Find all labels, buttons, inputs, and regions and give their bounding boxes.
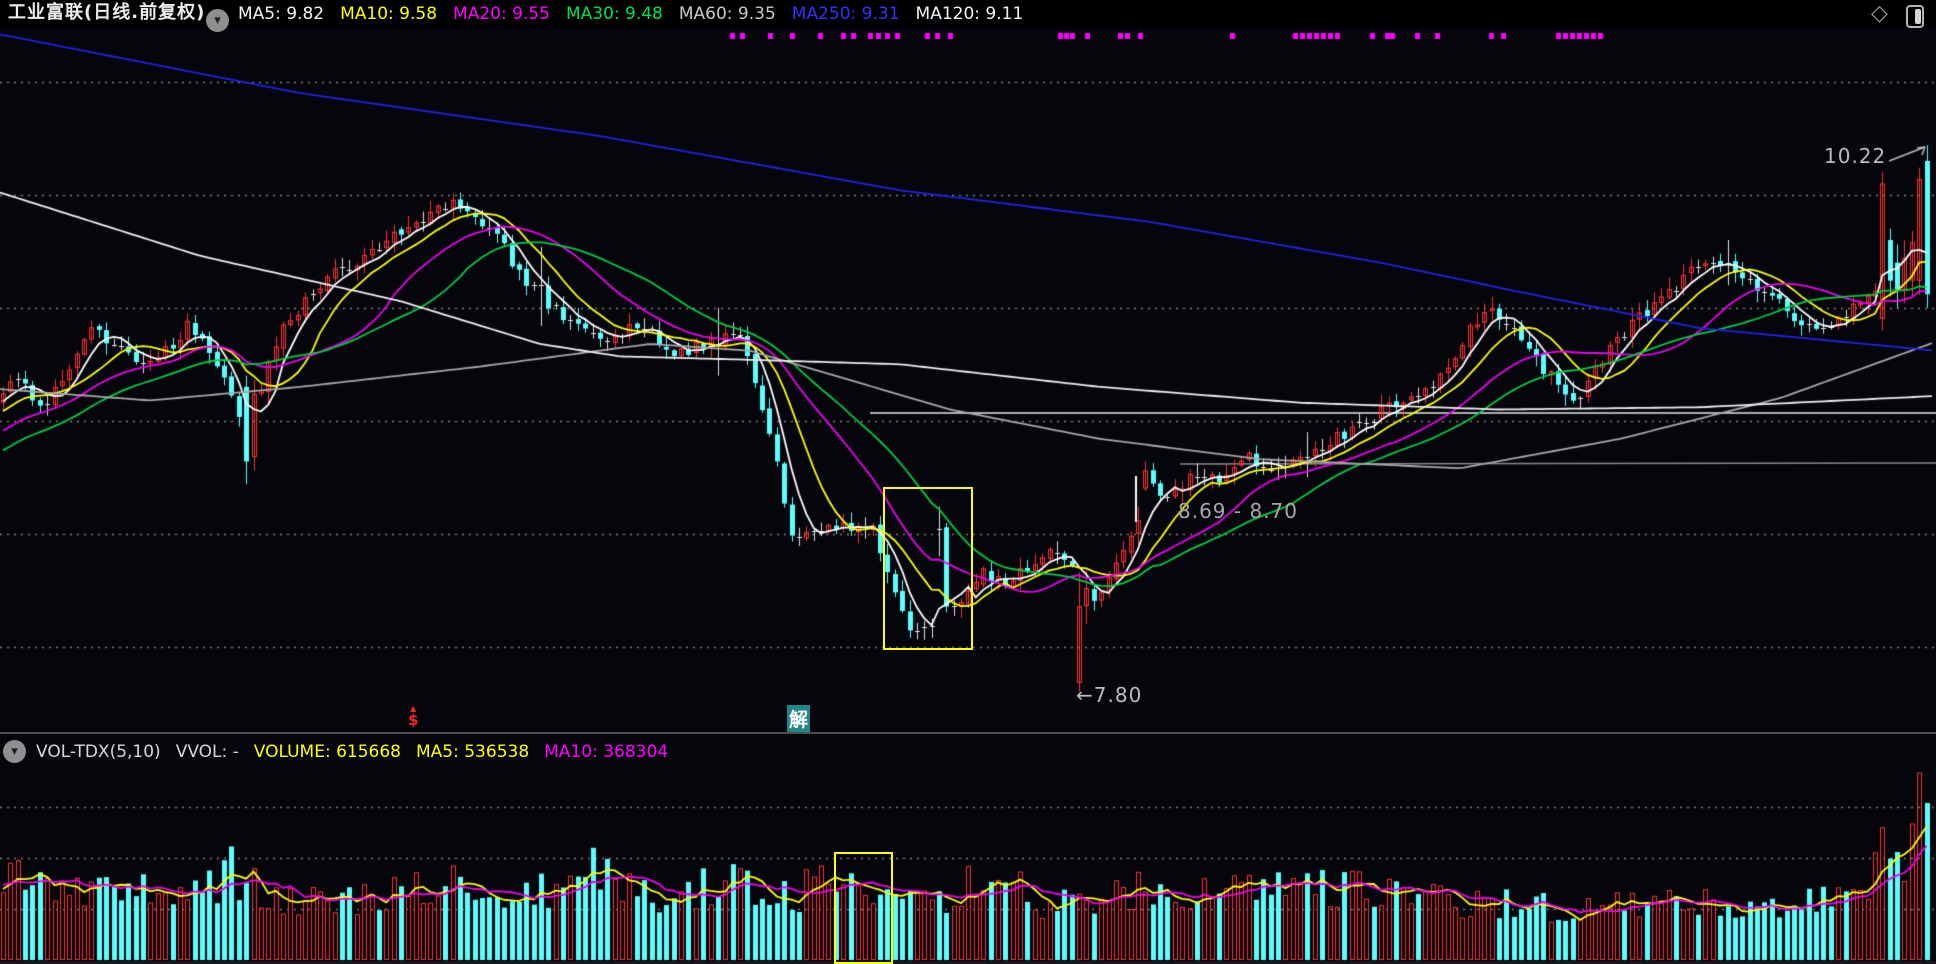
bottom-edge bbox=[0, 961, 1936, 964]
legend-item: MA60: 9.35 bbox=[678, 4, 776, 24]
volume-legend: VOL-TDX(5,10) VVOL: - VOLUME: 615668 MA5: 5… bbox=[36, 738, 668, 766]
legend-item: MA10: 9.58 bbox=[340, 4, 438, 24]
triangle-icon: ▲ bbox=[410, 704, 417, 713]
yellow-annotation-box[interactable] bbox=[883, 487, 973, 650]
main-chart-header: 工业富联(日线.前复权) ▾ MA5: 9.82 MA10: 9.58 MA20: … bbox=[0, 0, 1936, 32]
legend-item: VOL-TDX(5,10) bbox=[36, 742, 161, 762]
main-price-chart[interactable] bbox=[0, 28, 1936, 733]
legend-item: MA5: 9.82 bbox=[238, 4, 325, 24]
legend-item: MA250: 9.31 bbox=[791, 4, 900, 24]
high-price-label: 10.22 bbox=[1824, 144, 1887, 168]
low-price-label: ←7.80 bbox=[1076, 683, 1143, 707]
legend-item: VOLUME: 615668 bbox=[253, 742, 401, 762]
legend-item: VVOL: - bbox=[175, 742, 239, 762]
ma-legend: MA5: 9.82 MA10: 9.58 MA20: 9.55 MA30: 9.48 M… bbox=[238, 0, 1023, 28]
legend-item: MA20: 9.55 bbox=[453, 4, 550, 24]
dollar-icon: $ bbox=[408, 711, 419, 729]
chevron-down-icon[interactable]: ▾ bbox=[206, 9, 229, 32]
unlock-badge[interactable]: 解 bbox=[787, 705, 810, 732]
legend-item: MA5: 536538 bbox=[416, 742, 530, 762]
yellow-annotation-box[interactable] bbox=[834, 852, 893, 964]
legend-item: MA120: 9.11 bbox=[915, 4, 1024, 24]
diamond-icon[interactable]: ◇ bbox=[1871, 1, 1888, 26]
chevron-down-icon[interactable]: ▾ bbox=[3, 740, 26, 763]
volume-chart[interactable] bbox=[0, 733, 1936, 964]
stock-title[interactable]: 工业富联(日线.前复权) bbox=[8, 2, 206, 23]
legend-item: MA10: 368304 bbox=[544, 742, 669, 762]
legend-item: MA30: 9.48 bbox=[565, 4, 663, 24]
dividend-marker-icon[interactable]: ▲ $ bbox=[408, 705, 418, 728]
panel-toggle-icon[interactable] bbox=[1906, 5, 1924, 28]
gap-price-label: 8.69 - 8.70 bbox=[1178, 499, 1298, 523]
